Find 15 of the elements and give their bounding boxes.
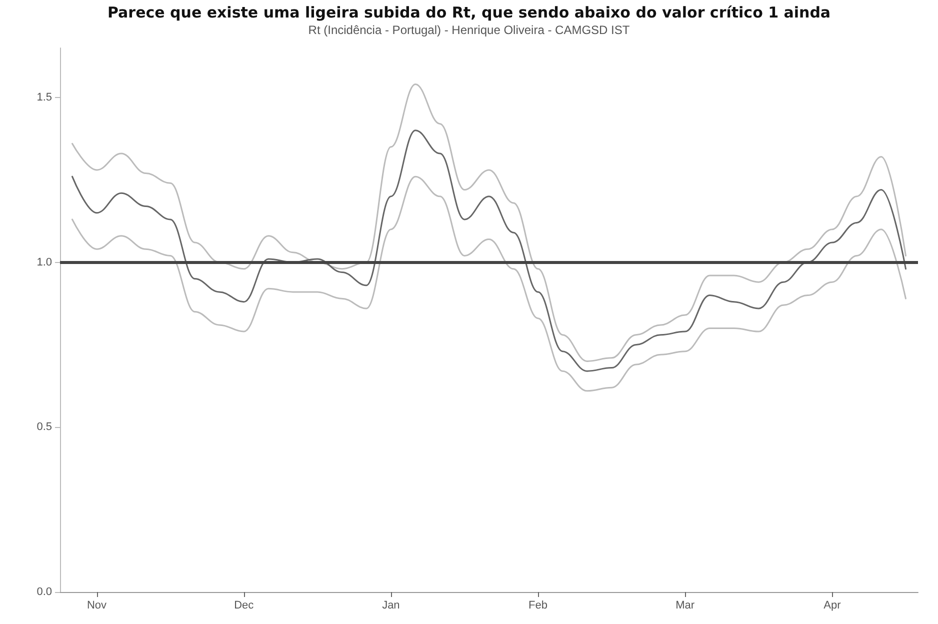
line-series <box>72 84 906 362</box>
x-tick-label: Apr <box>824 600 842 612</box>
line-series <box>72 176 906 392</box>
x-tick-label: Mar <box>676 600 695 612</box>
y-tick-label: 0.0 <box>36 586 52 598</box>
y-tick-label: 1.5 <box>36 91 52 104</box>
x-tick-label: Dec <box>234 600 254 612</box>
line-series <box>72 130 906 372</box>
y-tick-label: 1.0 <box>36 256 52 268</box>
x-tick-label: Feb <box>528 600 548 612</box>
chart-subtitle: Rt (Incidência - Portugal) - Henrique Oliveira - CAMGSD IST <box>308 23 630 37</box>
x-tick-label: Jan <box>382 600 400 612</box>
x-tick-label: Nov <box>86 600 108 612</box>
chart-title: Parece que existe uma ligeira subida do Rt, que sendo abaixo do valor crítico 1 ainda <box>107 4 831 22</box>
y-tick-label: 0.5 <box>36 421 52 434</box>
